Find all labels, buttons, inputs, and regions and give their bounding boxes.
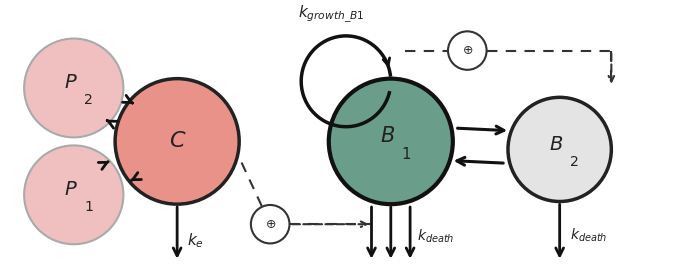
Text: $k_{death}$: $k_{death}$ — [570, 227, 608, 244]
Ellipse shape — [251, 205, 289, 243]
Text: C: C — [170, 131, 185, 151]
Text: B: B — [549, 135, 563, 154]
Text: 2: 2 — [570, 155, 579, 169]
Text: $k_e$: $k_e$ — [188, 231, 204, 250]
Text: $k_{growth\_B1}$: $k_{growth\_B1}$ — [298, 4, 365, 25]
Text: $\oplus$: $\oplus$ — [462, 44, 473, 57]
Text: P: P — [64, 180, 76, 199]
Ellipse shape — [448, 31, 486, 70]
Text: B: B — [380, 126, 394, 146]
Text: 1: 1 — [401, 147, 410, 162]
Text: 1: 1 — [84, 200, 93, 214]
Text: $k_{death}$: $k_{death}$ — [417, 228, 455, 245]
Ellipse shape — [24, 146, 123, 244]
Text: $\oplus$: $\oplus$ — [264, 218, 276, 231]
Ellipse shape — [508, 97, 611, 202]
Text: 2: 2 — [84, 93, 93, 107]
Ellipse shape — [24, 38, 123, 137]
Ellipse shape — [115, 79, 239, 204]
Text: P: P — [64, 73, 76, 92]
Ellipse shape — [329, 79, 453, 204]
